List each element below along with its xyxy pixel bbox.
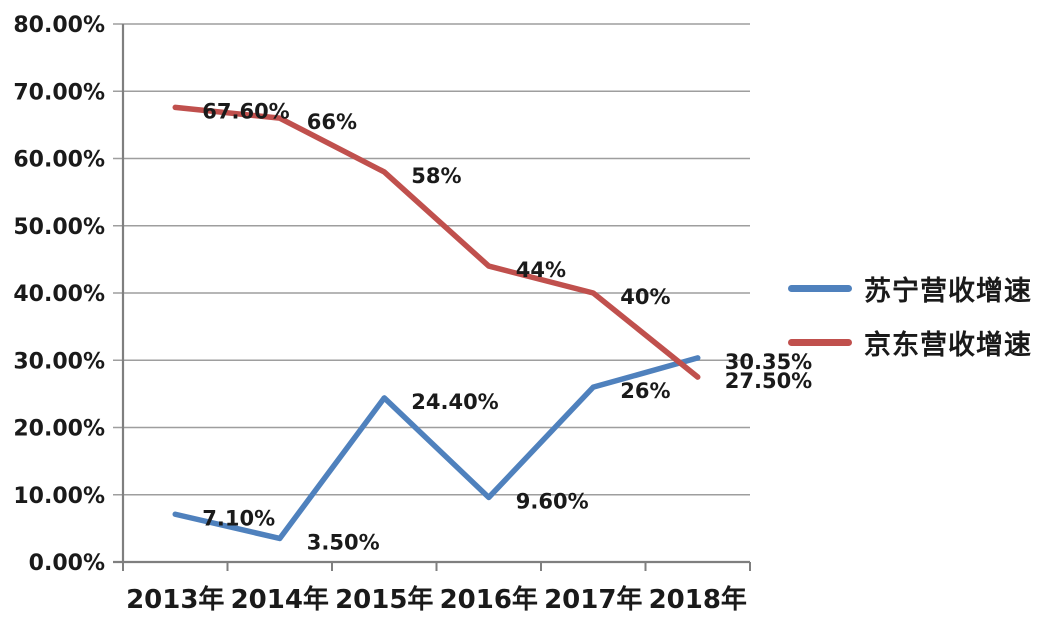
y-axis-tick-label: 60.00%: [13, 148, 105, 173]
y-axis-tick-label: 30.00%: [13, 349, 105, 374]
data-label-series-0: 3.50%: [307, 530, 380, 554]
y-axis-tick-label: 50.00%: [13, 215, 105, 240]
y-axis-tick-label: 70.00%: [13, 80, 105, 105]
data-label-series-1: 40%: [620, 285, 670, 309]
data-label-series-0: 9.60%: [516, 489, 589, 513]
suning-series-color-swatch: [788, 284, 852, 292]
jd-series-color-swatch: [788, 338, 852, 346]
legend-label-jd: 京东营收增速: [864, 329, 1032, 361]
data-label-series-1: 66%: [307, 110, 357, 134]
data-label-series-1: 67.60%: [202, 99, 289, 123]
legend-item-jd: 京东营收增速: [788, 322, 1032, 362]
data-label-series-1: 27.50%: [725, 369, 812, 393]
y-axis-tick-label: 40.00%: [13, 282, 105, 307]
legend-label-suning: 苏宁营收增速: [864, 275, 1032, 307]
y-axis-tick-label: 10.00%: [13, 484, 105, 509]
series-line-1: [172, 104, 701, 380]
data-label-series-0: 24.40%: [411, 390, 498, 414]
y-axis-tick-label: 80.00%: [13, 13, 105, 38]
data-label-series-0: 7.10%: [202, 506, 275, 530]
data-label-series-1: 58%: [411, 164, 461, 188]
x-axis-category-label: 2014年: [231, 584, 329, 615]
x-axis-category-label: 2016年: [440, 584, 538, 615]
y-axis-tick-label: 0.00%: [29, 551, 105, 576]
x-axis-category-label: 2015年: [335, 584, 433, 615]
series-line-0: [172, 355, 701, 542]
x-axis-category-label: 2013年: [126, 584, 224, 615]
data-label-series-0: 30.35%: [725, 350, 812, 374]
y-axis-tick-label: 20.00%: [13, 417, 105, 442]
chart-legend: 苏宁营收增速 京东营收增速: [788, 268, 1032, 362]
x-axis-category-label: 2017年: [544, 584, 642, 615]
data-label-series-1: 44%: [516, 258, 566, 282]
x-axis-category-label: 2018年: [649, 584, 747, 615]
data-label-series-0: 26%: [620, 379, 670, 403]
legend-item-suning: 苏宁营收增速: [788, 268, 1032, 308]
